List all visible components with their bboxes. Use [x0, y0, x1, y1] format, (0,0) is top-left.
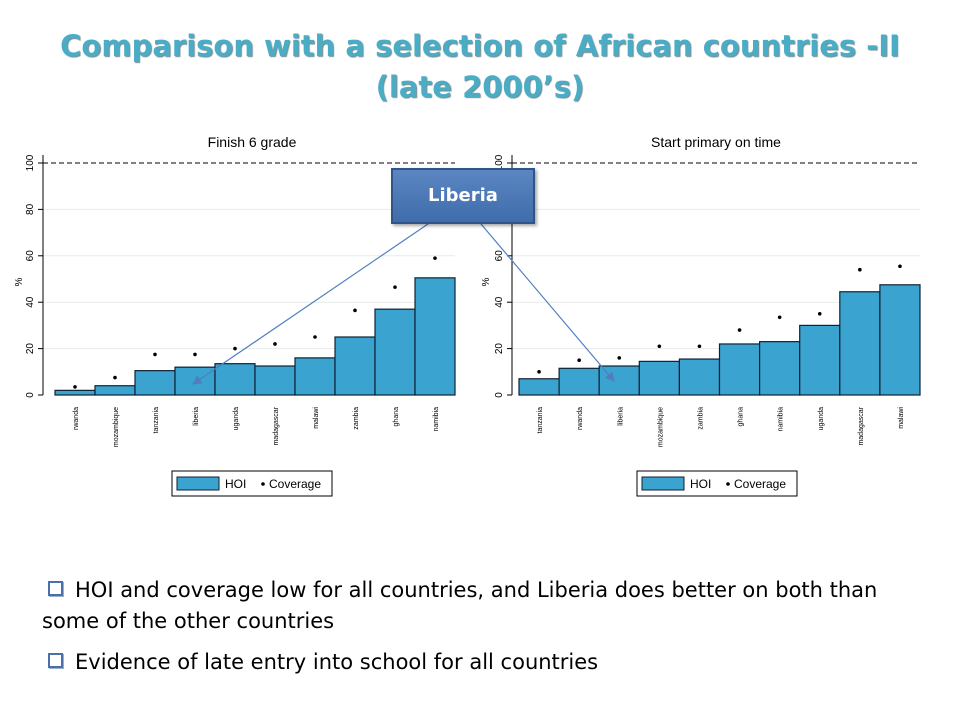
coverage-point: [537, 370, 541, 374]
y-tick-label: 20: [25, 343, 36, 355]
hoi-bar: [334, 336, 376, 396]
bullet-text: HOI and coverage low for all countries, …: [42, 578, 878, 633]
y-tick-label: 40: [494, 296, 505, 308]
legend-coverage-label: Coverage: [734, 477, 786, 491]
hoi-bar: [718, 343, 761, 396]
category-label: rwanda: [577, 407, 584, 430]
coverage-point: [617, 356, 622, 360]
liberia-callout: Liberia: [391, 168, 535, 224]
legend-coverage-label: Coverage: [269, 477, 321, 491]
y-tick-label: 100: [25, 154, 36, 171]
category-label: rwanda: [73, 407, 80, 430]
bullet-text: Evidence of late entry into school for a…: [75, 650, 599, 674]
hoi-bar: [758, 341, 801, 396]
coverage-point: [737, 328, 742, 332]
category-label: zambia: [697, 407, 704, 430]
hoi-bar: [374, 308, 416, 396]
legend-hoi-label: HOI: [225, 477, 246, 491]
coverage-point: [898, 264, 902, 269]
title-line-1: Comparison with a selection of African c…: [60, 29, 900, 63]
callout-arrow-left: [192, 223, 429, 385]
category-label: mozambique: [113, 407, 120, 447]
coverage-point: [193, 352, 197, 357]
chart-title: Start primary on time: [651, 134, 781, 150]
category-label: uganda: [233, 407, 240, 430]
category-label: tanzania: [153, 407, 160, 434]
hoi-bar: [254, 365, 296, 396]
hoi-bar: [134, 370, 176, 396]
slide-title: Comparison with a selection of African c…: [40, 26, 920, 108]
hoi-bar: [799, 324, 841, 396]
hoi-bar: [879, 284, 921, 396]
category-label: namibia: [778, 407, 785, 432]
hoi-bar: [94, 385, 136, 396]
y-tick-label: 80: [25, 203, 36, 215]
category-label: ghana: [393, 407, 400, 427]
y-tick-label: 60: [494, 250, 505, 262]
hoi-bar: [214, 363, 256, 396]
category-label: malawi: [313, 407, 320, 429]
category-label: namibia: [433, 407, 440, 432]
hoi-bar: [414, 277, 456, 396]
legend-coverage-marker: [726, 482, 730, 486]
y-tick-label: 0: [494, 392, 505, 398]
category-label: uganda: [818, 407, 825, 430]
hoi-bar: [294, 357, 336, 396]
hoi-bar: [174, 366, 216, 396]
bullet-list: HOI and coverage low for all countries, …: [42, 575, 922, 688]
legend-hoi-swatch: [641, 476, 685, 491]
coverage-point: [817, 312, 822, 316]
coverage-point: [113, 375, 117, 380]
y-tick-label: 100: [494, 154, 505, 171]
hoi-bar: [54, 389, 96, 396]
category-label: mozambique: [657, 407, 664, 447]
checkbox-square-icon: [48, 581, 63, 596]
coverage-point: [777, 315, 782, 320]
category-label: madagascar: [858, 406, 865, 445]
callout-arrow-right: [480, 223, 615, 382]
category-label: ghana: [738, 407, 745, 427]
legend-hoi-swatch: [176, 476, 220, 491]
coverage-point: [273, 342, 277, 346]
bullet-item: HOI and coverage low for all countries, …: [42, 575, 922, 637]
hoi-bar: [638, 360, 680, 396]
coverage-point: [697, 344, 702, 349]
y-tick-label: 40: [25, 296, 36, 308]
category-label: liberia: [617, 407, 624, 426]
chart-title: Finish 6 grade: [208, 134, 297, 150]
title-line-2: (late 2000’s): [375, 70, 585, 104]
y-axis-label: %: [481, 277, 492, 286]
y-tick-label: 20: [494, 343, 505, 355]
coverage-point: [153, 352, 157, 357]
coverage-point: [577, 358, 581, 363]
hoi-bar: [558, 367, 600, 396]
coverage-point: [657, 344, 662, 349]
coverage-point: [393, 285, 397, 289]
coverage-point: [73, 385, 77, 389]
category-label: madagascar: [273, 406, 280, 445]
y-axis-label: %: [14, 277, 25, 286]
charts-canvas: Finish 6 grade 0 20 40 60 80 100% rwanda mozambi…: [14, 134, 921, 497]
legend-hoi-label: HOI: [690, 477, 711, 491]
y-tick-label: 60: [25, 250, 36, 262]
coverage-point: [353, 308, 357, 313]
hoi-bar: [518, 378, 560, 396]
coverage-point: [433, 256, 437, 260]
legend-coverage-marker: [261, 482, 265, 486]
category-label: tanzania: [537, 407, 544, 434]
category-label: liberia: [193, 407, 200, 426]
bullet-item: Evidence of late entry into school for a…: [42, 647, 922, 678]
coverage-point: [233, 346, 237, 351]
coverage-point: [858, 267, 862, 272]
category-label: zambia: [353, 407, 360, 430]
checkbox-square-icon: [48, 653, 63, 668]
category-label: malawi: [898, 407, 905, 429]
hoi-bar: [839, 291, 881, 396]
hoi-bar: [678, 358, 721, 396]
coverage-point: [313, 335, 317, 339]
y-tick-label: 0: [25, 392, 36, 398]
